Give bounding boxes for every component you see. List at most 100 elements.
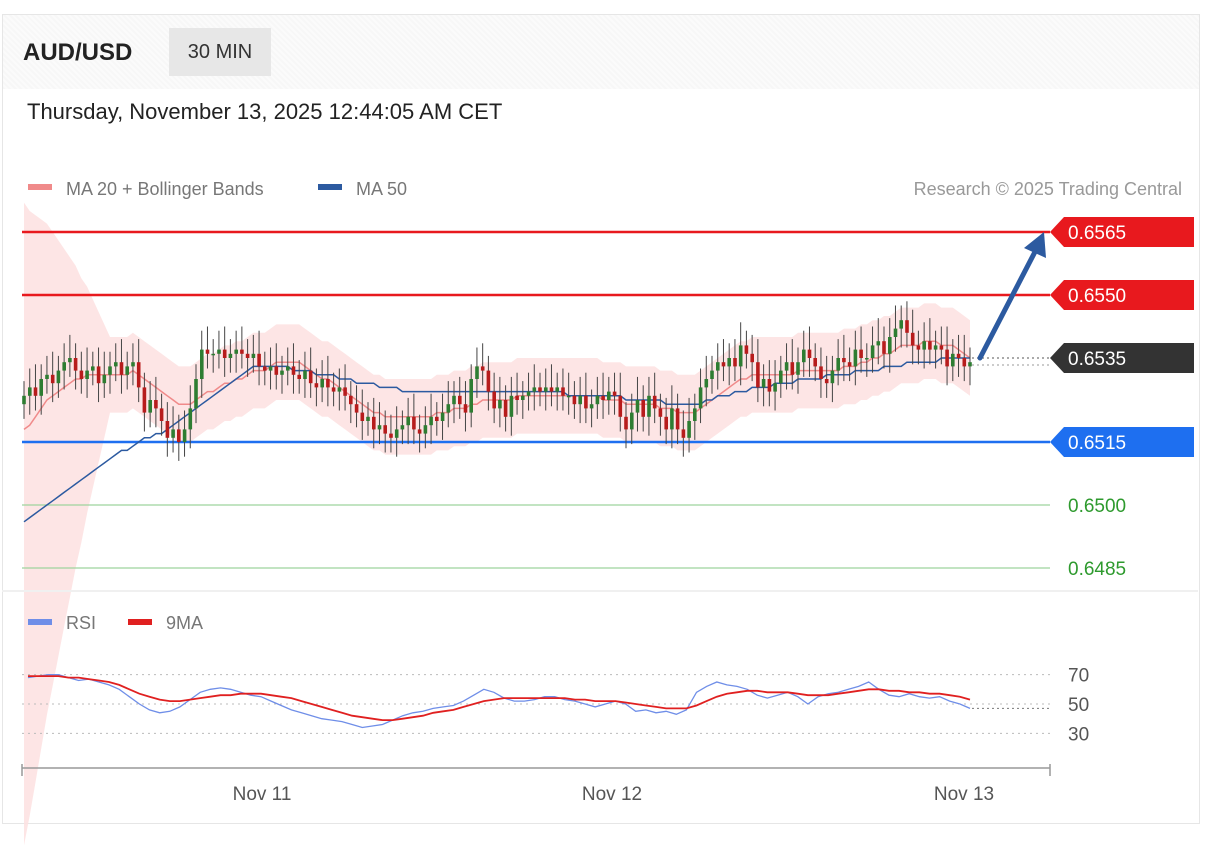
interval-badge[interactable]: 30 MIN xyxy=(169,28,271,76)
candle-down xyxy=(222,349,227,358)
candle-down xyxy=(939,345,944,350)
level-label-5: 0.6485 xyxy=(1068,559,1126,580)
candle-up xyxy=(532,387,537,392)
candle-down xyxy=(882,341,886,354)
candle-up xyxy=(836,358,840,371)
candle-down xyxy=(308,370,313,384)
datetime-label: Thursday, November 13, 2025 12:44:05 AM … xyxy=(27,99,503,124)
candle-down xyxy=(675,408,680,430)
candle-up xyxy=(188,408,193,430)
candle-up xyxy=(286,366,290,371)
candle-down xyxy=(136,362,141,388)
candle-up xyxy=(85,370,89,379)
candle-down xyxy=(435,416,439,421)
candle-up xyxy=(194,379,198,409)
candle-down xyxy=(859,349,863,358)
candle-down xyxy=(910,332,915,346)
candle-up xyxy=(171,429,175,438)
candle-down xyxy=(549,387,554,392)
candle-down xyxy=(314,383,319,388)
candle-up xyxy=(893,328,898,337)
candle-up xyxy=(400,425,405,430)
candle-down xyxy=(928,341,932,350)
candle-up xyxy=(131,362,135,367)
candle-down xyxy=(73,358,78,371)
candle-down xyxy=(412,416,416,430)
rsi-legend-swatch xyxy=(28,619,52,625)
candle-down xyxy=(658,408,663,417)
candle-down xyxy=(624,416,628,430)
candle-up xyxy=(320,379,324,388)
candle-down xyxy=(177,429,181,442)
candle-down xyxy=(681,429,686,438)
candle-down xyxy=(417,429,422,434)
candle-down xyxy=(205,349,210,354)
candle-up xyxy=(687,421,691,438)
candle-down xyxy=(245,353,250,358)
candle-down xyxy=(165,421,170,438)
level-label-0: 0.6565 xyxy=(1068,223,1126,244)
candle-down xyxy=(813,358,817,367)
candle-down xyxy=(612,391,617,396)
candle-up xyxy=(251,353,256,358)
candle-down xyxy=(326,379,330,388)
candle-up xyxy=(429,416,433,426)
candle-up xyxy=(125,366,129,375)
candle-up xyxy=(91,366,95,371)
forecast-arrow-head xyxy=(1024,232,1046,258)
rsi-tick-label: 50 xyxy=(1068,695,1089,716)
candle-up xyxy=(28,387,32,396)
candle-down xyxy=(664,416,668,430)
candle-down xyxy=(458,395,462,405)
level-label-3: 0.6515 xyxy=(1068,433,1126,454)
candle-up xyxy=(440,412,445,421)
candle-down xyxy=(33,387,38,396)
candle-down xyxy=(486,370,491,392)
candle-down xyxy=(744,345,749,354)
candle-down xyxy=(842,358,846,363)
level-label-2: 0.6535 xyxy=(1068,349,1126,370)
candle-up xyxy=(148,400,152,413)
candle-down xyxy=(733,358,737,367)
candle-up xyxy=(704,379,709,388)
candle-up xyxy=(830,370,835,384)
candle-down xyxy=(916,345,921,350)
ma50-legend-swatch xyxy=(318,184,342,190)
candle-up xyxy=(865,358,869,360)
ma50-legend-label: MA 50 xyxy=(356,179,407,199)
candle-up xyxy=(647,395,651,417)
candle-up xyxy=(114,362,118,367)
candle-down xyxy=(349,395,353,405)
ma20-legend-swatch xyxy=(28,184,52,190)
candle-down xyxy=(119,362,124,375)
candle-up xyxy=(446,404,451,413)
bollinger-band xyxy=(24,202,970,846)
candle-up xyxy=(366,416,370,421)
candle-down xyxy=(257,353,261,367)
candle-up xyxy=(62,362,66,371)
candle-up xyxy=(544,387,548,392)
candle-down xyxy=(956,353,961,358)
candle-up xyxy=(566,395,571,398)
candle-down xyxy=(291,366,296,375)
candle-up xyxy=(337,387,342,392)
candle-down xyxy=(962,358,967,367)
x-tick-label: Nov 11 xyxy=(233,784,292,805)
candle-up xyxy=(727,358,731,367)
candle-down xyxy=(515,395,519,400)
rsi-ma-legend-swatch xyxy=(128,619,152,625)
candle-up xyxy=(796,362,800,375)
candle-down xyxy=(142,387,147,413)
candle-up xyxy=(635,400,640,413)
candle-up xyxy=(784,362,789,371)
candle-up xyxy=(933,345,938,350)
x-tick-label: Nov 12 xyxy=(582,784,642,805)
rsi-line xyxy=(27,674,971,729)
candle-down xyxy=(790,362,795,375)
candle-down xyxy=(50,374,55,384)
symbol-title: AUD/USD xyxy=(23,39,133,66)
candle-up xyxy=(200,349,204,379)
ma20-line xyxy=(23,340,971,431)
candle-up xyxy=(607,391,611,400)
